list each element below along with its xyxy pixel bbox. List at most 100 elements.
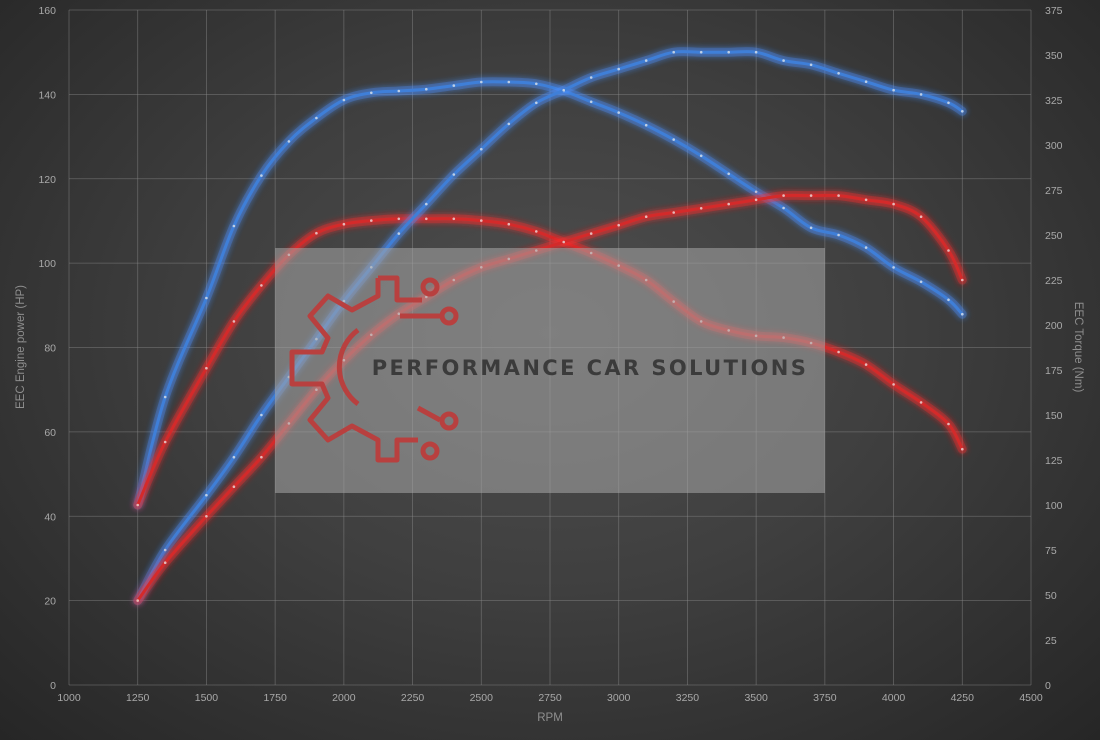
series-1-point-28 bbox=[919, 401, 923, 404]
right-tick-label-6: 150 bbox=[1045, 410, 1063, 422]
left-tick-label-4: 80 bbox=[44, 343, 56, 355]
series-3-point-24 bbox=[809, 194, 813, 197]
left-axis-ticks: 0 20 40 60 80 100 120 140 160 bbox=[38, 5, 56, 692]
series-0-point-11 bbox=[452, 84, 456, 87]
series-2-point-20 bbox=[699, 50, 703, 54]
series-1-point-4 bbox=[260, 284, 263, 287]
series-1-point-12 bbox=[480, 219, 483, 222]
watermark-text: PERFORMANCE CAR SOLUTIONS bbox=[372, 356, 809, 380]
series-2-point-27 bbox=[892, 88, 895, 92]
series-2-point-23 bbox=[782, 59, 785, 62]
series-2-point-10 bbox=[425, 202, 428, 206]
left-tick-label-5: 100 bbox=[38, 258, 56, 270]
series-0-point-6 bbox=[315, 116, 318, 120]
left-tick-label-8: 160 bbox=[38, 5, 56, 17]
series-3-point-15 bbox=[562, 240, 565, 244]
series-0-point-23 bbox=[782, 206, 785, 210]
series-2-point-1 bbox=[163, 548, 167, 552]
series-0-point-20 bbox=[699, 154, 703, 158]
right-tick-label-14: 350 bbox=[1045, 50, 1063, 62]
series-3-point-22 bbox=[754, 198, 758, 202]
series-1-point-1 bbox=[163, 440, 167, 444]
right-tick-label-10: 250 bbox=[1045, 230, 1063, 242]
x-tick-label-14: 4500 bbox=[1019, 692, 1043, 704]
watermark: PERFORMANCE CAR SOLUTIONS bbox=[275, 248, 825, 493]
series-2-point-13 bbox=[507, 122, 511, 126]
series-0-point-18 bbox=[644, 123, 648, 127]
series-2-point-2 bbox=[205, 493, 208, 497]
right-tick-label-11: 275 bbox=[1045, 185, 1063, 197]
right-tick-label-4: 100 bbox=[1045, 500, 1063, 512]
right-tick-label-5: 125 bbox=[1045, 455, 1063, 467]
series-0-point-25 bbox=[837, 233, 840, 237]
series-3-point-21 bbox=[727, 202, 730, 206]
series-2-point-12 bbox=[480, 147, 483, 151]
series-0-point-26 bbox=[864, 246, 868, 249]
series-1-point-13 bbox=[507, 222, 511, 226]
series-0-point-4 bbox=[260, 174, 263, 177]
x-tick-label-10: 3500 bbox=[744, 692, 768, 704]
left-tick-label-7: 140 bbox=[38, 89, 56, 101]
series-0-point-13 bbox=[507, 80, 511, 84]
series-1-point-25 bbox=[837, 350, 840, 354]
series-0-point-3 bbox=[232, 224, 236, 228]
x-axis-title: RPM bbox=[537, 712, 563, 724]
series-3-point-2 bbox=[205, 515, 208, 518]
right-axis-ticks: 0 25 50 75 100 125 150 175 200 225 250 275 300 325 350… bbox=[1045, 5, 1063, 692]
series-0-point-30 bbox=[961, 312, 964, 316]
series-2-point-9 bbox=[397, 232, 401, 235]
series-0 bbox=[133, 77, 967, 510]
right-tick-label-13: 325 bbox=[1045, 95, 1063, 107]
x-tick-label-5: 2250 bbox=[401, 692, 425, 704]
series-2-point-26 bbox=[864, 80, 868, 83]
x-tick-label-6: 2500 bbox=[470, 692, 494, 704]
right-tick-label-2: 50 bbox=[1045, 590, 1057, 602]
series-1-point-26 bbox=[864, 363, 868, 366]
x-tick-label-3: 1750 bbox=[263, 692, 287, 704]
series-1-point-10 bbox=[425, 217, 428, 221]
series-2-point-4 bbox=[260, 413, 263, 417]
series-1-point-8 bbox=[370, 219, 373, 222]
series-1-point-2 bbox=[205, 366, 208, 370]
series-0-point-8 bbox=[370, 91, 373, 95]
series-0-point-19 bbox=[672, 138, 675, 141]
series-3-point-3 bbox=[232, 485, 236, 489]
series-0-point-14 bbox=[535, 82, 538, 86]
series-1-point-30 bbox=[961, 447, 964, 451]
x-tick-label-9: 3250 bbox=[676, 692, 700, 704]
right-tick-label-15: 375 bbox=[1045, 5, 1063, 17]
watermark-panel bbox=[275, 248, 825, 493]
series-2-point-11 bbox=[452, 173, 456, 176]
grid bbox=[68, 9, 1032, 686]
x-tick-label-0: 1000 bbox=[57, 692, 81, 704]
series-0-point-27 bbox=[892, 266, 895, 269]
left-tick-label-3: 60 bbox=[44, 427, 56, 439]
series-2-point-24 bbox=[809, 63, 813, 67]
gear-circuit-logo-icon bbox=[289, 275, 459, 463]
series-3-point-4 bbox=[260, 455, 263, 459]
series-3-point-19 bbox=[672, 211, 675, 214]
series-1-point-3 bbox=[232, 320, 236, 323]
series-3-point-28 bbox=[919, 215, 923, 218]
series-0-point-29 bbox=[947, 298, 950, 302]
series-1-point-27 bbox=[892, 383, 895, 386]
series-2-point-29 bbox=[947, 101, 950, 105]
series-2-point-18 bbox=[644, 59, 648, 62]
left-tick-label-0: 0 bbox=[50, 680, 56, 692]
right-tick-label-7: 175 bbox=[1045, 365, 1063, 377]
series-0-point-2 bbox=[205, 296, 208, 300]
series-3-point-29 bbox=[947, 249, 950, 252]
series-3-point-18 bbox=[644, 215, 648, 218]
x-tick-label-13: 4250 bbox=[951, 692, 975, 704]
x-tick-label-12: 4000 bbox=[882, 692, 906, 704]
series-1-point-29 bbox=[947, 422, 950, 426]
series-0-point-22 bbox=[754, 190, 758, 194]
series-0-point-10 bbox=[425, 87, 428, 91]
right-tick-label-8: 200 bbox=[1045, 320, 1063, 332]
series-0-point-28 bbox=[919, 280, 923, 284]
x-axis-ticks: 1000 1250 1500 1750 2000 2250 2500 2750 3000 3250… bbox=[57, 692, 1043, 704]
series-0-point-1 bbox=[163, 395, 167, 399]
x-tick-label-2: 1500 bbox=[195, 692, 219, 704]
series-1-point-0 bbox=[136, 503, 139, 507]
